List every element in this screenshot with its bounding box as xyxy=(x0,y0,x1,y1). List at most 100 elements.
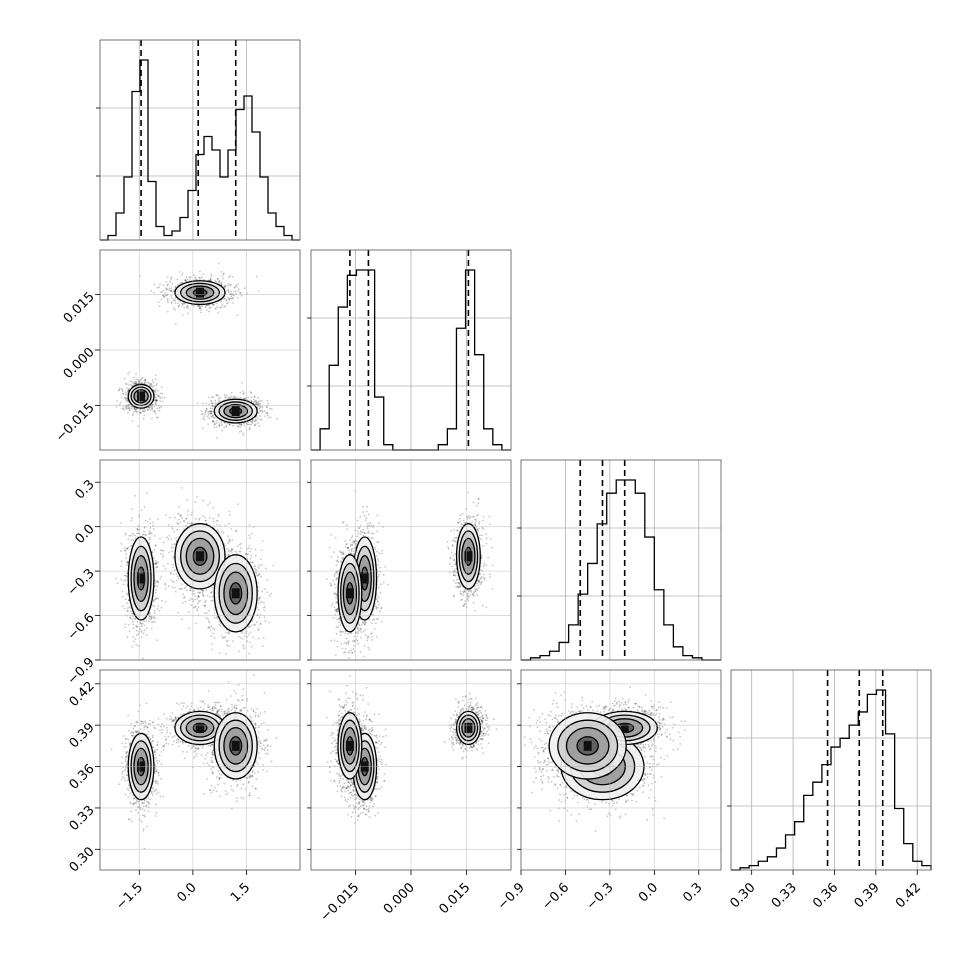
contour-line xyxy=(461,537,476,575)
y-tick-label: −0.015 xyxy=(53,401,98,446)
x-tick-label: 0.42 xyxy=(893,880,924,911)
panel-frame xyxy=(520,669,722,871)
scatter-panel-3-1: −0.9 −0.6 −0.3 0.0 0.3 xyxy=(65,459,301,688)
density-peak xyxy=(196,287,204,298)
x-tick-label: −0.015 xyxy=(318,880,363,925)
y-tick-label: −0.3 xyxy=(65,566,98,599)
density-peak xyxy=(231,588,240,599)
contour-line xyxy=(340,719,360,773)
density-peak xyxy=(464,722,473,733)
panel-frame xyxy=(310,249,512,451)
histogram-step xyxy=(100,59,300,241)
y-tick-label: −0.9 xyxy=(65,655,98,688)
contour-line xyxy=(337,554,363,633)
panel-frame xyxy=(99,669,301,871)
contour-line xyxy=(229,582,243,605)
x-tick-label: −0.9 xyxy=(495,880,528,913)
y-tick-label: −0.6 xyxy=(65,611,98,644)
scatter-panel-4-2 xyxy=(307,669,512,871)
y-tick-label: 0.000 xyxy=(61,345,98,382)
contour-line xyxy=(218,562,253,624)
x-axis-2: −0.015 0.000 0.015 xyxy=(318,870,473,925)
contour-line xyxy=(213,712,258,780)
panel-frame xyxy=(310,459,512,661)
contour-line xyxy=(455,523,481,590)
density-peak xyxy=(345,588,354,599)
contour-line xyxy=(223,571,249,616)
contour-line xyxy=(576,736,599,756)
contour-line xyxy=(223,403,249,419)
density-peak xyxy=(231,740,240,751)
density-peak xyxy=(464,551,473,562)
panel-frame xyxy=(520,459,722,661)
x-tick-label: 0.0 xyxy=(636,880,661,905)
histogram-step xyxy=(731,689,932,871)
x-tick-label: 0.3 xyxy=(680,880,705,905)
contour-line xyxy=(340,562,360,624)
x-axis-4: 0.30 0.33 0.36 0.39 0.42 xyxy=(727,870,924,911)
density-peak xyxy=(137,391,146,402)
x-axis-1: −1.5 0.0 1.5 xyxy=(113,870,253,913)
contour-line xyxy=(218,719,253,773)
x-axis-3: −0.9 −0.6 −0.3 0.0 0.3 xyxy=(495,870,706,913)
y-tick-label: 0.33 xyxy=(67,803,98,834)
scatter-panel-4-1: 0.300.330.360.390.42 xyxy=(67,669,301,875)
contour-line xyxy=(565,727,610,765)
contour-line xyxy=(342,727,358,765)
scatter-panel-3-2 xyxy=(307,459,512,661)
y-tick-label: 0.3 xyxy=(72,477,97,502)
contour-line xyxy=(458,714,479,742)
density-peak xyxy=(137,573,146,584)
x-tick-label: 1.5 xyxy=(228,880,253,905)
y-tick-label: 0.36 xyxy=(67,762,98,793)
density-peak xyxy=(360,573,369,584)
scatter-panel-2-1: −0.015 0.000 0.015 xyxy=(53,249,301,451)
x-tick-label: 0.36 xyxy=(810,880,841,911)
contour-line xyxy=(455,710,481,746)
density-peak xyxy=(231,406,240,417)
contour-line xyxy=(185,285,215,300)
contour-line xyxy=(461,718,476,738)
contour-line xyxy=(213,398,258,424)
x-tick-label: −1.5 xyxy=(113,880,146,913)
corner-panels: −0.0150.0000.015−0.9−0.6−0.30.00.30.300.… xyxy=(53,39,932,925)
contour-line xyxy=(557,719,619,773)
contour-line xyxy=(458,530,479,583)
contour-line xyxy=(133,555,149,602)
contour-line xyxy=(127,383,155,409)
panel-frame xyxy=(99,459,301,661)
histogram-panel-3 xyxy=(517,459,722,661)
contour-line xyxy=(127,536,155,621)
contour-line xyxy=(133,389,149,404)
histogram-panel-4 xyxy=(727,669,932,871)
contour-line xyxy=(223,727,249,765)
x-tick-label: 0.39 xyxy=(852,880,883,911)
y-tick-label: 0.39 xyxy=(67,720,98,751)
contour-line xyxy=(185,537,215,575)
y-tick-label: 0.015 xyxy=(61,289,98,326)
contour-line xyxy=(337,712,363,780)
x-tick-label: 0.30 xyxy=(727,880,758,911)
contour-line xyxy=(185,718,215,738)
histogram-panel-1 xyxy=(96,39,301,241)
x-tick-label: 0.000 xyxy=(381,880,418,917)
contour-line xyxy=(229,736,243,756)
panel-frame xyxy=(99,39,301,241)
x-tick-label: −0.6 xyxy=(539,880,572,913)
x-tick-label: 0.0 xyxy=(174,880,199,905)
scatter-panel-4-3 xyxy=(517,669,722,871)
histogram-panel-2 xyxy=(307,249,512,451)
panel-frame xyxy=(730,669,932,871)
contour-line xyxy=(548,712,627,780)
contour-line xyxy=(174,280,226,306)
contour-line xyxy=(342,571,358,616)
contour-line xyxy=(179,530,221,583)
x-tick-label: −0.3 xyxy=(584,880,617,913)
contour-line xyxy=(130,545,152,612)
x-tick-label: 0.015 xyxy=(436,880,473,917)
histogram-step xyxy=(521,479,721,661)
density-peak xyxy=(196,551,204,562)
contour-line xyxy=(213,554,258,633)
x-tick-label: 0.33 xyxy=(769,880,800,911)
